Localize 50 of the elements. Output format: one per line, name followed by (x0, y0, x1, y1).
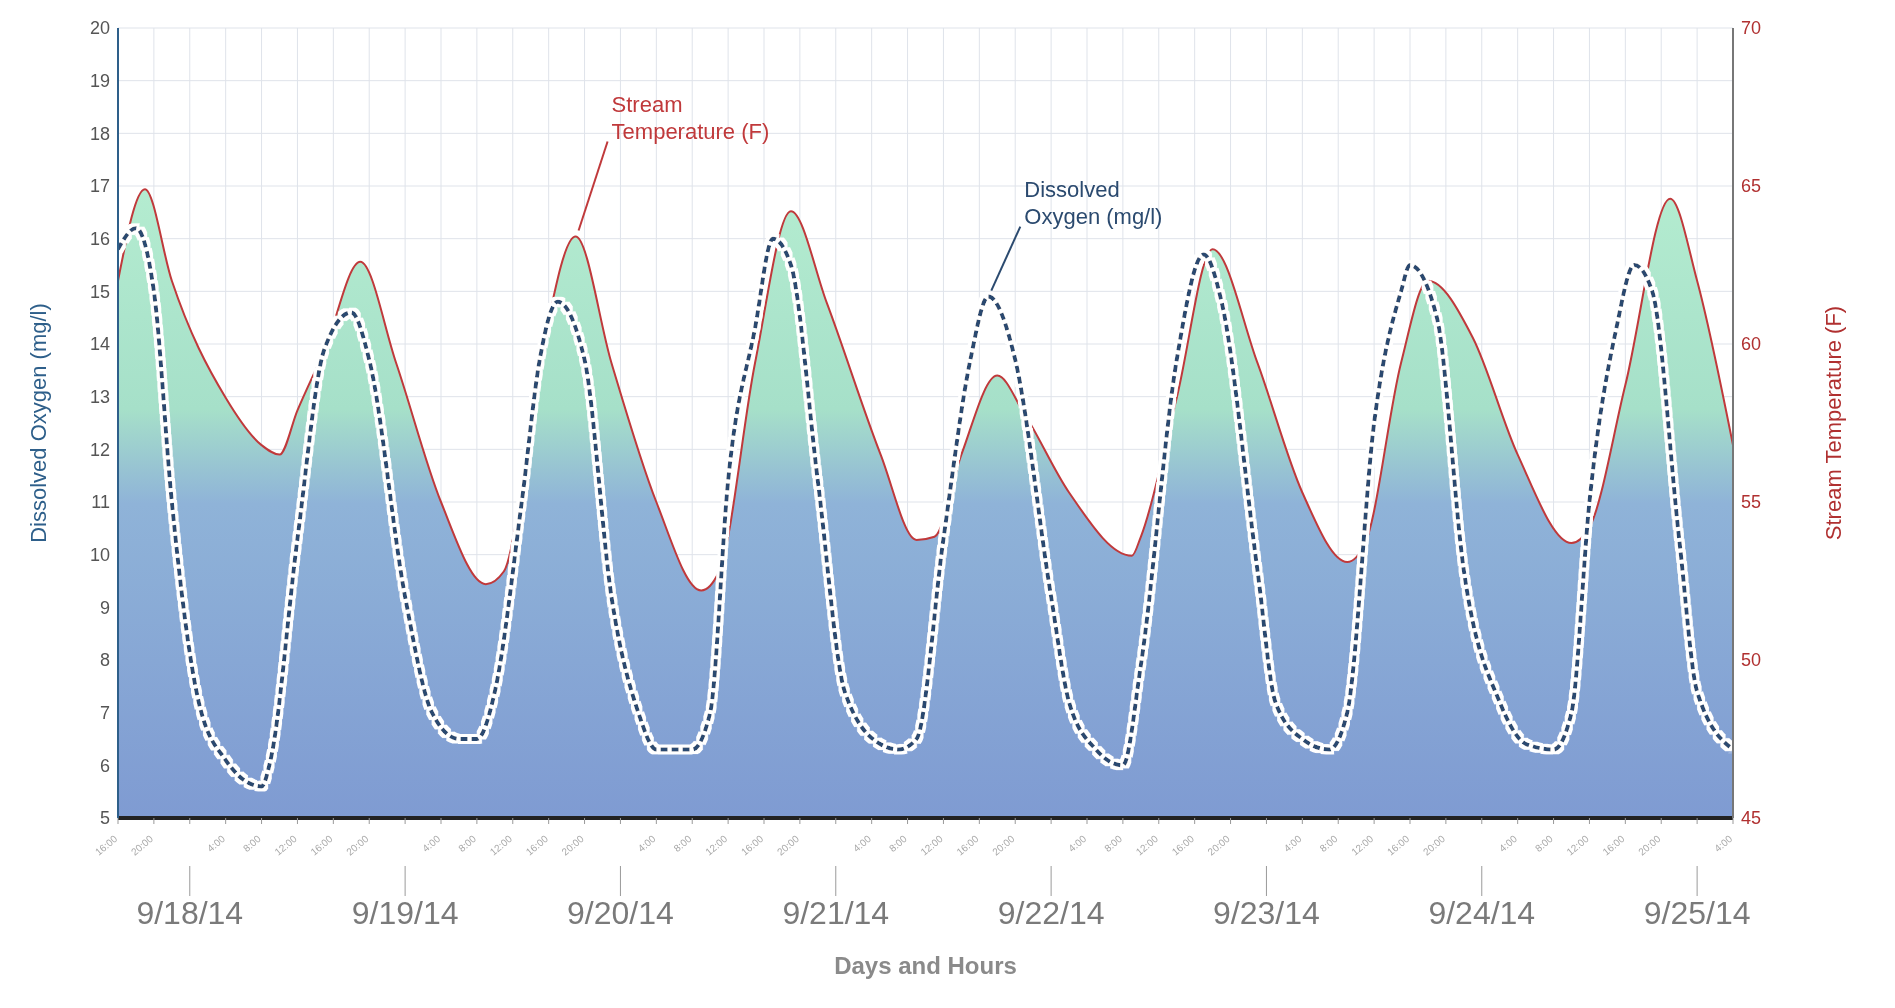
x2-tick-label: 9/18/14 (136, 895, 244, 931)
y-tick-label: 10 (89, 545, 110, 566)
y-tick-label: 5 (99, 808, 110, 829)
x-tick-label: 4:00 (1281, 832, 1304, 855)
y2-axis-title: Stream Temperature (F) (1820, 305, 1846, 541)
x-tick-label: 4:00 (1066, 832, 1089, 855)
x2-tick-label: 9/19/14 (351, 895, 459, 931)
x-tick-label: 8:00 (886, 832, 910, 855)
x-tick-label: 8:00 (1102, 832, 1125, 855)
y-axis-title: Dissolved Oxygen (mg/l) (25, 303, 51, 543)
y-tick-label: 15 (89, 281, 110, 302)
x-tick-label: 8:00 (1532, 832, 1556, 855)
y2-tick-label: 70 (1741, 18, 1762, 39)
x2-tick-label: 9/20/14 (567, 895, 674, 931)
x-tick-label: 4:00 (420, 832, 443, 855)
y-tick-label: 6 (99, 755, 110, 776)
x2-tick-label: 9/22/14 (997, 895, 1105, 931)
x2-tick-label: 9/25/14 (1643, 895, 1751, 931)
x-tick-label: 4:00 (1712, 832, 1735, 855)
x-tick-label: 8:00 (240, 832, 264, 855)
x2-tick-label: 9/23/14 (1213, 895, 1320, 931)
x2-tick-label: 9/21/14 (782, 895, 890, 931)
y2-tick-label: 55 (1741, 492, 1762, 513)
x-axis-title: Days and Hours (834, 952, 1017, 979)
x-tick-label: 4:00 (204, 832, 228, 855)
x-tick-label: 8:00 (671, 832, 694, 855)
x-tick-label: 8:00 (456, 832, 479, 855)
x-tick-label: 4:00 (1496, 832, 1520, 855)
y-tick-label: 20 (89, 18, 110, 39)
x-tick-label: 4:00 (850, 832, 874, 855)
y-tick-label: 13 (89, 387, 110, 408)
y-tick-label: 16 (89, 229, 110, 250)
y2-tick-label: 45 (1741, 808, 1762, 829)
y-tick-label: 19 (89, 71, 110, 92)
x-tick-label: 4:00 (635, 832, 658, 855)
y-tick-label: 9 (99, 597, 110, 618)
y-tick-label: 11 (91, 492, 110, 513)
y-tick-label: 17 (89, 176, 110, 197)
y2-tick-label: 50 (1741, 650, 1762, 671)
text: Stream Temperature (F) (611, 91, 770, 144)
y-tick-label: 14 (89, 334, 110, 355)
y-tick-label: 18 (89, 123, 110, 144)
y2-tick-label: 65 (1741, 176, 1762, 197)
x2-tick-label: 9/24/14 (1428, 895, 1536, 931)
y2-tick-label: 60 (1741, 334, 1762, 355)
text: Dissolved Oxygen (mg/l) (1024, 176, 1163, 229)
y-tick-label: 7 (99, 703, 110, 724)
y-tick-label: 12 (89, 439, 110, 460)
y-tick-label: 8 (99, 650, 110, 671)
x-tick-label: 8:00 (1317, 832, 1340, 855)
